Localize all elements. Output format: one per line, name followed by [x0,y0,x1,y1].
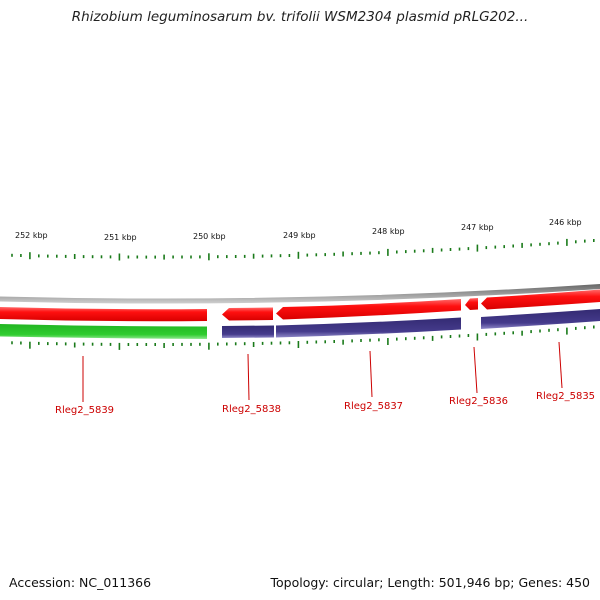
leader-line-rleg2-5837 [369,350,373,398]
backbone-arc [0,284,600,304]
gene-label-rleg2-5836[interactable]: Rleg2_5836 [449,396,508,407]
forward-strand-genes [0,289,600,322]
gene-arrow-rleg2-5836-fwd[interactable] [465,298,478,310]
gene-arrow-rleg2-5838-rev[interactable] [222,325,274,339]
kbp-label-250: 250 kbp [193,232,226,241]
leader-line-rleg2-5836 [473,346,478,394]
topology-footer: Topology: circular; Length: 501,946 bp; … [270,575,591,590]
reverse-strand-genes [0,309,600,339]
gene-arrow-rleg2-5839-fwd[interactable] [0,307,207,322]
kbp-label-251: 251 kbp [104,233,137,242]
kbp-label-246: 246 kbp [549,218,582,227]
gene-labels: Rleg2_5839 Rleg2_5838 Rleg2_5837 Rleg2_5… [55,341,595,416]
gene-label-rleg2-5838[interactable]: Rleg2_5838 [222,404,281,415]
accession-footer: Accession: NC_011366 [9,575,152,590]
leader-line-rleg2-5835 [558,341,563,389]
gene-arrow-rleg2-5837-rev[interactable] [276,317,461,338]
gene-arrow-rleg2-5835-fwd[interactable] [481,289,600,310]
gene-arrow-rleg2-5838-fwd[interactable] [222,307,273,321]
kbp-label-248: 248 kbp [372,227,405,236]
kbp-label-249: 249 kbp [283,231,316,240]
gene-label-rleg2-5837[interactable]: Rleg2_5837 [344,401,403,412]
scale-ticks-inner [11,325,595,350]
gene-label-rleg2-5835[interactable]: Rleg2_5835 [536,391,595,402]
gene-label-rleg2-5839[interactable]: Rleg2_5839 [55,405,114,416]
kbp-label-252: 252 kbp [15,231,48,240]
kbp-label-247: 247 kbp [461,223,494,232]
gene-arrow-rleg2-5837-fwd[interactable] [276,299,461,320]
map-title: Rhizobium leguminosarum bv. trifolii WSM… [71,9,529,25]
gene-arrow-rleg2-5839-rev[interactable] [0,324,207,339]
leader-line-rleg2-5838 [247,353,250,401]
scale-labels: 252 kbp 251 kbp 250 kbp 249 kbp 248 kbp … [15,218,582,242]
gene-arrow-rleg2-5835-rev[interactable] [481,309,600,329]
scale-ticks-outer [11,238,595,261]
